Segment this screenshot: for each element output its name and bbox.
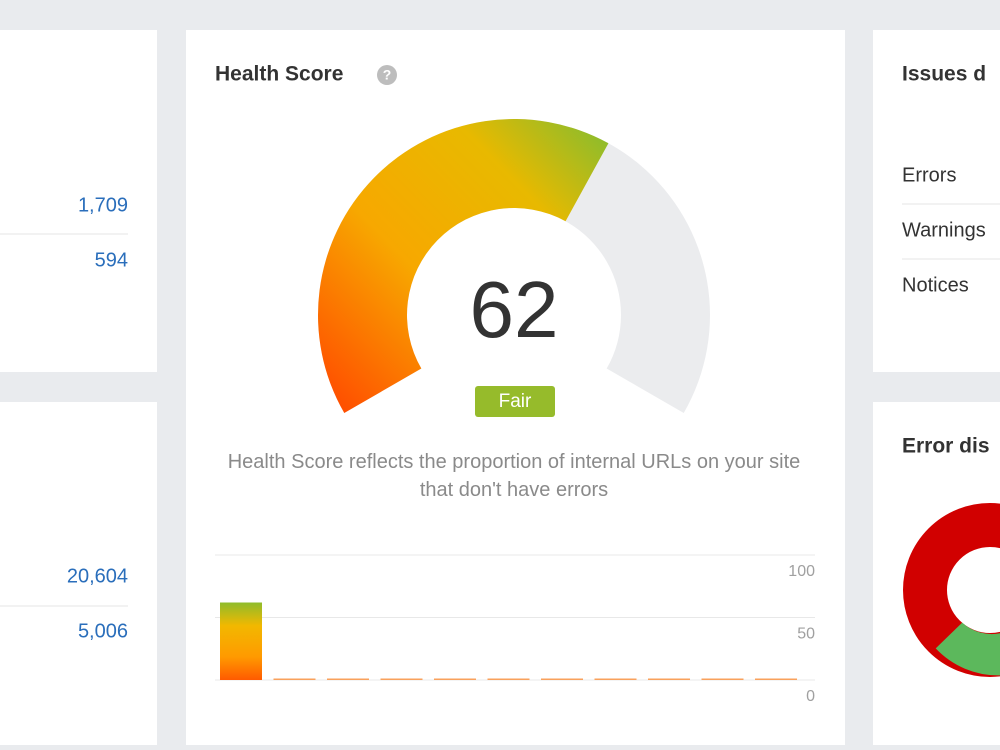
bar — [541, 678, 583, 680]
bar — [755, 678, 797, 680]
bar — [487, 678, 530, 680]
metric-value[interactable]: 1,709 — [78, 194, 128, 216]
score-value: 62 — [470, 265, 559, 354]
card-title: Issues d — [902, 63, 986, 86]
y-tick-label: 50 — [797, 626, 815, 643]
metric-value[interactable]: 20,604 — [67, 565, 128, 587]
issue-row[interactable]: Warnings — [902, 219, 986, 241]
svg-text:?: ? — [383, 67, 392, 83]
y-tick-label: 100 — [788, 563, 815, 580]
description: Health Score reflects the proportion of … — [227, 451, 801, 501]
bar — [273, 678, 316, 680]
card — [0, 402, 157, 745]
card-title: Error dis — [902, 435, 990, 458]
bar — [220, 602, 262, 680]
issue-row[interactable]: Errors — [902, 164, 956, 186]
card — [873, 30, 1000, 372]
donut — [903, 503, 1000, 677]
gauge-fill — [318, 118, 609, 413]
rating-badge — [475, 386, 555, 417]
bar — [701, 678, 744, 680]
y-tick-label: 0 — [806, 688, 815, 705]
issue-row[interactable]: Notices — [902, 274, 969, 296]
metric-value[interactable]: 5,006 — [78, 620, 128, 642]
bar — [327, 678, 369, 680]
card-title: Health Score — [215, 63, 343, 86]
help-icon[interactable]: ? — [377, 65, 397, 85]
metric-value[interactable]: 594 — [95, 249, 128, 271]
bar — [434, 678, 476, 680]
bar — [380, 678, 423, 680]
bar — [594, 678, 637, 680]
card — [0, 30, 157, 372]
rating-label: Fair — [499, 391, 532, 412]
bar — [648, 678, 690, 680]
